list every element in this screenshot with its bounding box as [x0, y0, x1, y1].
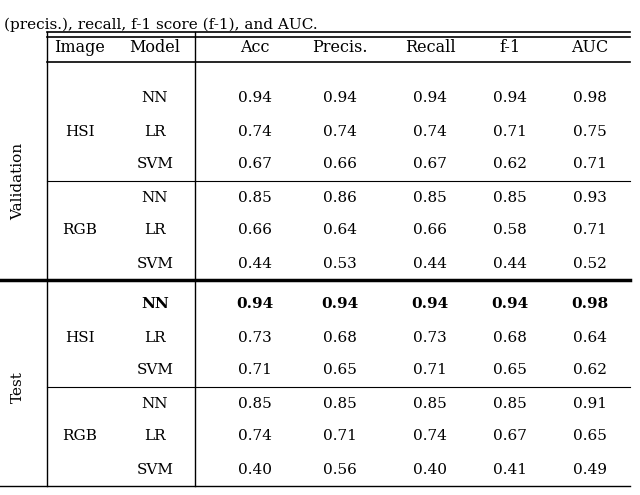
- Text: 0.85: 0.85: [238, 396, 272, 410]
- Text: Validation: Validation: [11, 143, 25, 220]
- Text: 0.85: 0.85: [238, 191, 272, 204]
- Text: 0.67: 0.67: [413, 157, 447, 171]
- Text: 0.73: 0.73: [413, 331, 447, 345]
- Text: 0.94: 0.94: [323, 92, 357, 105]
- Text: 0.74: 0.74: [413, 125, 447, 139]
- Text: 0.66: 0.66: [413, 224, 447, 238]
- Text: 0.40: 0.40: [238, 462, 272, 477]
- Text: 0.53: 0.53: [323, 256, 357, 270]
- Text: 0.56: 0.56: [323, 462, 357, 477]
- Text: 0.94: 0.94: [413, 92, 447, 105]
- Text: 0.52: 0.52: [573, 256, 607, 270]
- Text: 0.98: 0.98: [572, 297, 609, 311]
- Text: 0.68: 0.68: [323, 331, 357, 345]
- Text: 0.74: 0.74: [238, 125, 272, 139]
- Text: 0.64: 0.64: [323, 224, 357, 238]
- Text: 0.93: 0.93: [573, 191, 607, 204]
- Text: LR: LR: [144, 224, 166, 238]
- Text: 0.41: 0.41: [493, 462, 527, 477]
- Text: 0.74: 0.74: [323, 125, 357, 139]
- Text: 0.65: 0.65: [323, 363, 357, 378]
- Text: 0.85: 0.85: [413, 191, 447, 204]
- Text: SVM: SVM: [136, 157, 173, 171]
- Text: Model: Model: [129, 40, 180, 56]
- Text: 0.74: 0.74: [413, 430, 447, 444]
- Text: 0.94: 0.94: [412, 297, 449, 311]
- Text: 0.94: 0.94: [236, 297, 274, 311]
- Text: 0.71: 0.71: [493, 125, 527, 139]
- Text: 0.85: 0.85: [493, 191, 527, 204]
- Text: SVM: SVM: [136, 256, 173, 270]
- Text: 0.67: 0.67: [493, 430, 527, 444]
- Text: 0.94: 0.94: [238, 92, 272, 105]
- Text: 0.44: 0.44: [493, 256, 527, 270]
- Text: SVM: SVM: [136, 363, 173, 378]
- Text: 0.58: 0.58: [493, 224, 527, 238]
- Text: LR: LR: [144, 125, 166, 139]
- Text: 0.44: 0.44: [238, 256, 272, 270]
- Text: LR: LR: [144, 430, 166, 444]
- Text: 0.85: 0.85: [493, 396, 527, 410]
- Text: 0.73: 0.73: [238, 331, 272, 345]
- Text: NN: NN: [141, 92, 168, 105]
- Text: 0.67: 0.67: [238, 157, 272, 171]
- Text: 0.94: 0.94: [493, 92, 527, 105]
- Text: 0.71: 0.71: [413, 363, 447, 378]
- Text: 0.68: 0.68: [493, 331, 527, 345]
- Text: 0.74: 0.74: [238, 430, 272, 444]
- Text: 0.71: 0.71: [573, 224, 607, 238]
- Text: NN: NN: [141, 297, 169, 311]
- Text: 0.85: 0.85: [413, 396, 447, 410]
- Text: 0.44: 0.44: [413, 256, 447, 270]
- Text: SVM: SVM: [136, 462, 173, 477]
- Text: Recall: Recall: [404, 40, 455, 56]
- Text: RGB: RGB: [63, 224, 97, 238]
- Text: LR: LR: [144, 331, 166, 345]
- Text: 0.62: 0.62: [493, 157, 527, 171]
- Text: 0.71: 0.71: [238, 363, 272, 378]
- Text: 0.64: 0.64: [573, 331, 607, 345]
- Text: 0.62: 0.62: [573, 363, 607, 378]
- Text: 0.94: 0.94: [321, 297, 358, 311]
- Text: f-1: f-1: [499, 40, 520, 56]
- Text: Image: Image: [54, 40, 106, 56]
- Text: 0.85: 0.85: [323, 396, 357, 410]
- Text: 0.65: 0.65: [493, 363, 527, 378]
- Text: 0.98: 0.98: [573, 92, 607, 105]
- Text: 0.66: 0.66: [238, 224, 272, 238]
- Text: NN: NN: [141, 396, 168, 410]
- Text: Test: Test: [11, 371, 25, 403]
- Text: 0.71: 0.71: [573, 157, 607, 171]
- Text: 0.71: 0.71: [323, 430, 357, 444]
- Text: 0.40: 0.40: [413, 462, 447, 477]
- Text: 0.94: 0.94: [492, 297, 529, 311]
- Text: 0.66: 0.66: [323, 157, 357, 171]
- Text: 0.91: 0.91: [573, 396, 607, 410]
- Text: HSI: HSI: [65, 331, 95, 345]
- Text: HSI: HSI: [65, 125, 95, 139]
- Text: Acc: Acc: [240, 40, 269, 56]
- Text: 0.65: 0.65: [573, 430, 607, 444]
- Text: 0.86: 0.86: [323, 191, 357, 204]
- Text: 0.49: 0.49: [573, 462, 607, 477]
- Text: AUC: AUC: [572, 40, 609, 56]
- Text: NN: NN: [141, 191, 168, 204]
- Text: RGB: RGB: [63, 430, 97, 444]
- Text: (precis.), recall, f-1 score (f-1), and AUC.: (precis.), recall, f-1 score (f-1), and …: [4, 18, 317, 32]
- Text: Precis.: Precis.: [312, 40, 368, 56]
- Text: 0.75: 0.75: [573, 125, 607, 139]
